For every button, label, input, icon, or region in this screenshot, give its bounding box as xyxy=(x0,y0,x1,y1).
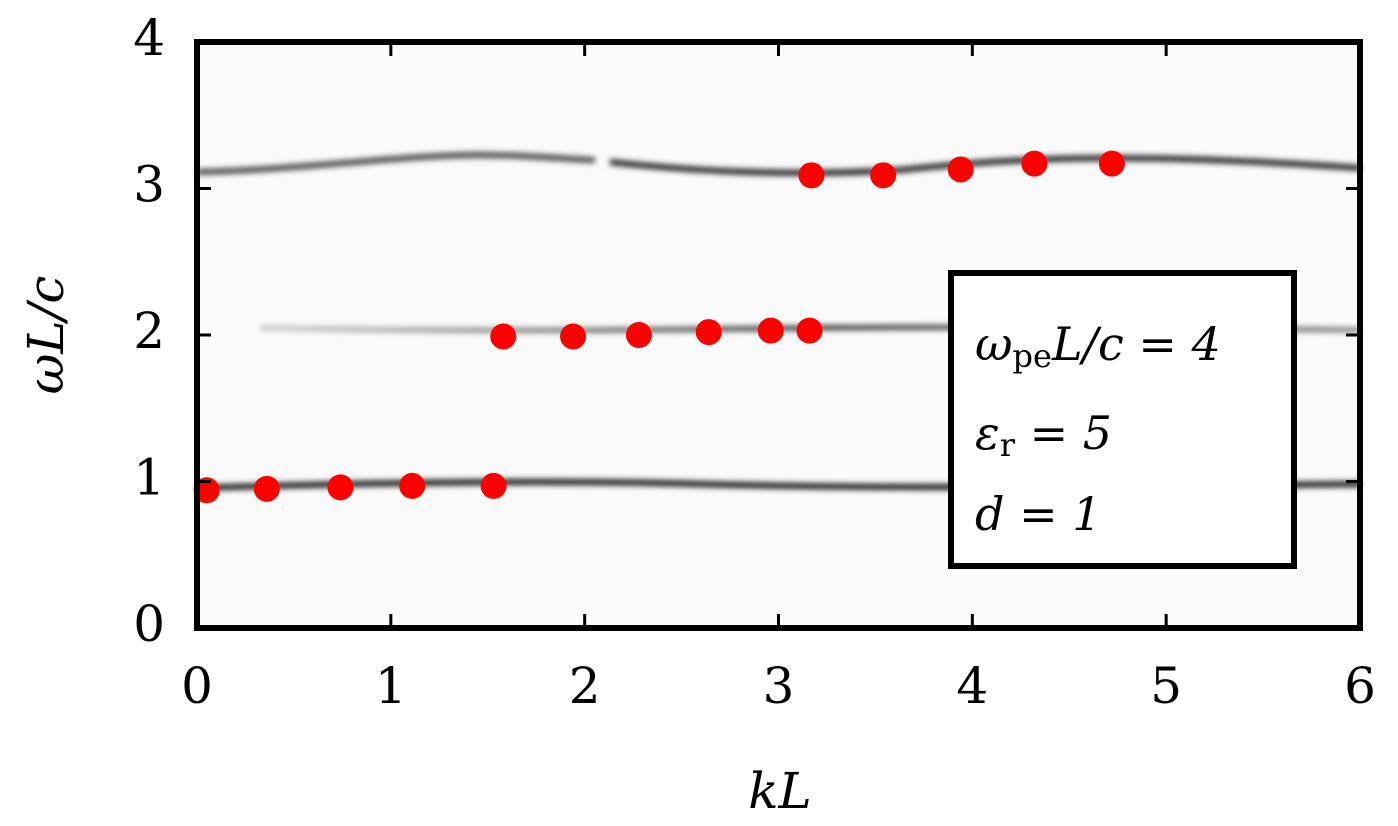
point xyxy=(625,322,652,348)
y-tick-label: 2 xyxy=(133,302,165,360)
annotation-part: L/c = 4 xyxy=(1051,317,1221,371)
x-tick-label: 3 xyxy=(763,657,795,715)
annotation: ωpeL/c = 4 xyxy=(975,317,1221,375)
x-tick-label: 6 xyxy=(1344,657,1376,715)
x-tick-label: 5 xyxy=(1150,657,1182,715)
point xyxy=(1098,150,1125,177)
y-axis-label: ωL/c xyxy=(17,276,75,395)
point xyxy=(1021,150,1048,177)
point xyxy=(480,472,507,499)
y-tick-label: 0 xyxy=(133,595,165,653)
point xyxy=(490,323,517,350)
point xyxy=(253,475,280,502)
annotation-part: ω xyxy=(975,317,1013,371)
point xyxy=(798,162,825,189)
band xyxy=(609,155,1361,176)
x-tick-label: 0 xyxy=(181,657,213,715)
band xyxy=(196,151,596,175)
points xyxy=(193,150,1125,504)
plot-frame xyxy=(194,39,1363,631)
y-tick-label: 4 xyxy=(133,9,165,67)
annotation-part: = 5 xyxy=(1015,406,1112,460)
x-tick-label: 1 xyxy=(375,657,407,715)
point xyxy=(399,472,426,499)
annotation: εr = 5 xyxy=(975,406,1112,464)
point xyxy=(695,319,722,346)
x-tick-label: 2 xyxy=(569,657,601,715)
annotation-part: d = 1 xyxy=(975,487,1102,541)
x-tick-label: 4 xyxy=(956,657,988,715)
annotation-part: pe xyxy=(1013,337,1052,375)
y-tick-label: 1 xyxy=(133,449,165,507)
point xyxy=(757,317,784,344)
annotation-part: ε xyxy=(975,406,1000,460)
point xyxy=(560,323,587,350)
x-axis-label: kL xyxy=(748,762,812,820)
annotation-part: r xyxy=(1000,426,1016,464)
point xyxy=(947,156,974,183)
annotation-box xyxy=(948,270,1297,569)
y-tick-label: 3 xyxy=(133,156,165,214)
annotation: d = 1 xyxy=(975,487,1102,541)
point xyxy=(193,477,220,504)
point xyxy=(796,317,823,344)
point xyxy=(870,162,897,189)
point xyxy=(327,474,354,501)
